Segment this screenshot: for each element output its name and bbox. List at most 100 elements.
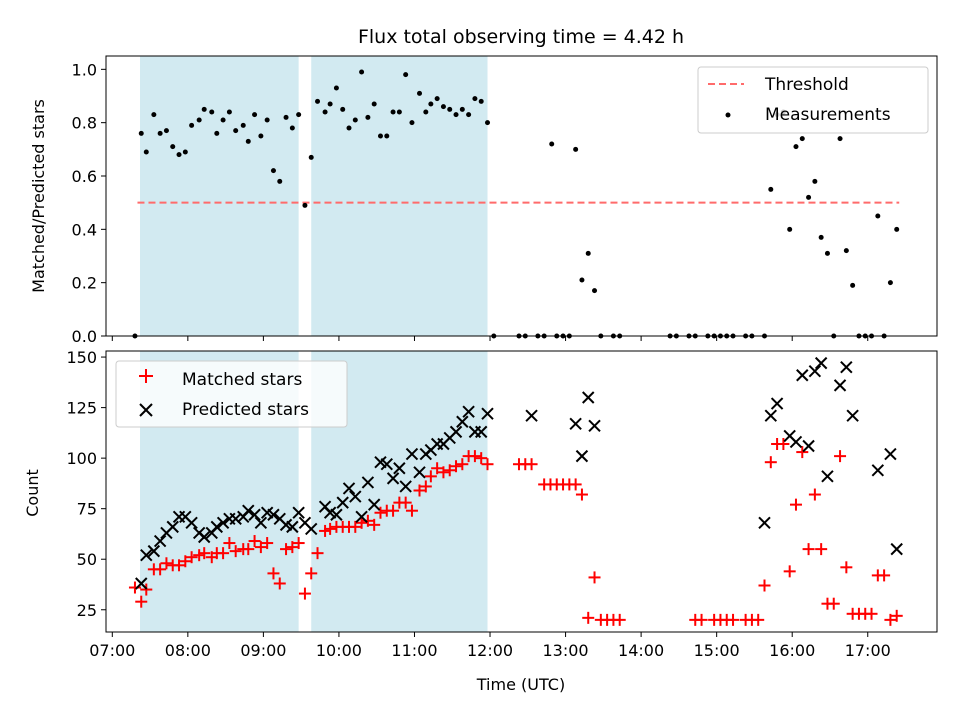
predicted-stars-point <box>582 391 595 404</box>
ratio-legend-box <box>697 66 929 134</box>
predicted-stars-point <box>292 506 305 519</box>
matched-stars-point <box>878 569 891 582</box>
predicted-stars-point <box>254 516 268 530</box>
x-tick-label: 11:00 <box>391 641 437 660</box>
matched-stars-point <box>198 547 211 560</box>
measurement-point <box>209 109 215 115</box>
count-legend: Matched stars Predicted stars <box>115 360 348 428</box>
measurement-point <box>440 104 446 110</box>
matched-stars-point <box>575 488 588 501</box>
predicted-stars-point <box>796 369 809 382</box>
matched-stars-point <box>292 537 305 550</box>
x-tick-label: 08:00 <box>165 641 211 660</box>
predicted-stars-point <box>393 462 406 475</box>
measurement-point <box>423 109 429 115</box>
matched-stars-point <box>884 613 897 626</box>
measurement-point <box>340 106 346 112</box>
predicted-stars-point <box>814 356 828 370</box>
measurement-point <box>322 109 328 115</box>
measurement-point <box>258 133 264 139</box>
measurement-point <box>240 122 246 128</box>
measurement-point <box>573 146 579 152</box>
count-plot-frame <box>105 350 938 633</box>
measurement-point <box>812 178 818 184</box>
measurement-point <box>252 112 258 118</box>
matched-stars-point <box>834 450 847 463</box>
ratio-y-tick-label: 1.0 <box>72 60 97 79</box>
x-tick-label: 13:00 <box>543 641 589 660</box>
predicted-stars-point <box>267 508 280 521</box>
predicted-stars-point <box>462 405 475 418</box>
measurement-point <box>170 144 176 150</box>
measurement-point <box>478 98 484 104</box>
ratio-y-tick-label: 0.6 <box>72 167 97 186</box>
measurement-point <box>201 106 207 112</box>
measurement-point <box>196 117 202 123</box>
measurement-point <box>585 250 591 256</box>
measurement-point <box>787 226 793 232</box>
ratio-observing-window-1 <box>139 56 299 336</box>
matched-stars-point <box>173 559 186 572</box>
measurement-point <box>428 101 434 107</box>
measurement-point <box>296 112 302 118</box>
measurement-point <box>592 288 598 294</box>
measurement-point <box>377 133 383 139</box>
matched-stars-point <box>193 549 206 562</box>
figure-title: Flux total observing time = 4.42 h <box>358 26 684 48</box>
measurement-point <box>176 152 182 158</box>
legend-threshold-label: Threshold <box>764 75 849 95</box>
matched-stars-point <box>399 496 412 509</box>
measurement-point <box>308 154 314 160</box>
predicted-stars-point <box>821 470 834 483</box>
predicted-stars-point <box>456 415 469 428</box>
measurement-point <box>472 96 478 102</box>
predicted-stars-point <box>210 520 224 534</box>
matched-stars-point <box>280 543 293 556</box>
ratio-legend: Threshold Measurements <box>697 66 929 134</box>
matched-stars-point <box>305 567 318 580</box>
predicted-stars-point <box>361 476 375 489</box>
ratio-y-tick-label: 0.4 <box>72 220 97 239</box>
matched-stars-point <box>815 543 828 556</box>
matched-stars-point <box>298 587 311 600</box>
legend-predicted-swatch <box>139 403 153 417</box>
measurement-point <box>806 194 812 200</box>
matched-stars-point <box>261 537 274 550</box>
measurement-point <box>365 114 371 120</box>
count-legend-box <box>115 360 348 428</box>
measurement-point <box>245 138 251 144</box>
measurement-point <box>289 125 295 131</box>
matched-stars-point <box>808 488 821 501</box>
matched-stars-point <box>349 520 362 533</box>
measurement-point <box>327 101 333 107</box>
legend-matched-swatch <box>139 369 153 383</box>
measurement-point <box>333 85 339 91</box>
predicted-stars-point <box>481 407 494 420</box>
measurement-point <box>447 106 453 112</box>
measurement-point <box>264 117 270 123</box>
measurement-point <box>824 250 830 256</box>
x-tick-label: 15:00 <box>694 641 740 660</box>
matched-stars-point <box>764 456 777 469</box>
ratio-panel: 0.0 0.2 0.4 0.6 0.8 1.0 Matched/Predicted sta… <box>29 55 938 346</box>
measurement-point <box>579 277 585 283</box>
matched-stars-point <box>140 583 153 596</box>
measurement-point <box>151 112 157 118</box>
predicted-stars-point <box>808 365 822 378</box>
count-y-axis-label: Count <box>23 469 42 517</box>
predicted-stars-point <box>349 490 362 503</box>
measurement-point <box>894 226 900 232</box>
measurement-point <box>277 178 283 184</box>
matched-stars-point <box>179 555 192 568</box>
matched-stars-point <box>840 561 853 574</box>
measurement-point <box>157 130 163 136</box>
matched-stars-point <box>783 565 796 578</box>
matched-stars-point <box>525 458 538 471</box>
measurement-point <box>371 101 377 107</box>
matched-stars-point <box>374 506 387 519</box>
predicted-stars-point <box>764 409 778 422</box>
ratio-y-tick-label: 0.0 <box>72 327 97 346</box>
measurement-point <box>189 122 195 128</box>
predicted-stars-point <box>342 482 356 495</box>
